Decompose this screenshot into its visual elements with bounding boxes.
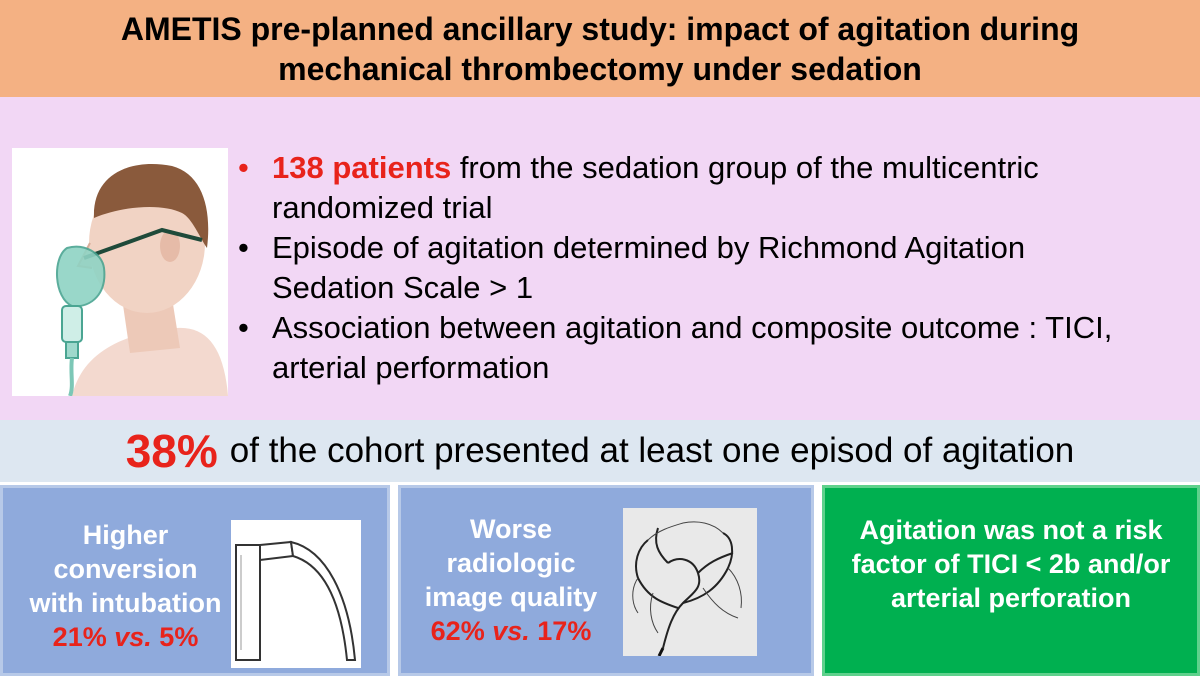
finding-risk-factor: Agitation was not a risk factor of TICI … xyxy=(822,485,1200,676)
headline-text: of the cohort presented at least one epi… xyxy=(229,431,1075,470)
agitation-definition-text: Episode of agitation determined by Richm… xyxy=(272,230,1026,305)
intubation-label: Higher conversion with intubation xyxy=(29,520,222,618)
bullet-agitation-definition: • Episode of agitation determined by Ric… xyxy=(236,228,1136,308)
cerebral-angiogram-icon xyxy=(623,508,757,657)
bullet-marker: • xyxy=(238,230,249,265)
intubation-stat-agitated: 21% xyxy=(52,622,107,652)
intubation-stat-control: 5% xyxy=(159,622,199,652)
study-bullets: • 138 patients from the sedation group o… xyxy=(236,148,1136,388)
laryngoscope-icon xyxy=(231,520,361,668)
bullet-patients: • 138 patients from the sedation group o… xyxy=(236,148,1136,228)
image-quality-stat: 62% vs. 17% xyxy=(411,614,611,648)
image-quality-vs: vs. xyxy=(492,616,530,646)
finding-intubation: Higher conversion with intubation 21% vs… xyxy=(0,485,390,676)
finding-image-quality: Worse radiologic image quality 62% vs. 1… xyxy=(398,485,814,676)
headline-stat: 38% of the cohort presented at least one… xyxy=(0,420,1200,482)
image-quality-stat-agitated: 62% xyxy=(430,616,485,646)
intubation-stat: 21% vs. 5% xyxy=(23,620,228,654)
page-title: AMETIS pre-planned ancillary study: impa… xyxy=(120,10,1080,87)
intubation-text: Higher conversion with intubation 21% vs… xyxy=(23,518,228,654)
intubation-vs: vs. xyxy=(114,622,152,652)
image-quality-stat-control: 17% xyxy=(537,616,592,646)
bullet-outcome: • Association between agitation and comp… xyxy=(236,308,1136,388)
image-quality-text: Worse radiologic image quality 62% vs. 1… xyxy=(411,512,611,648)
bullet-marker: • xyxy=(238,150,249,185)
patients-description: from the sedation group of the multicent… xyxy=(272,150,1039,225)
headline-percent: 38% xyxy=(125,425,218,477)
patient-oxygen-mask-icon xyxy=(12,148,228,397)
title-banner: AMETIS pre-planned ancillary study: impa… xyxy=(0,0,1200,97)
image-quality-label: Worse radiologic image quality xyxy=(424,514,598,612)
patients-count: 138 patients xyxy=(272,150,452,185)
outcome-text: Association between agitation and compos… xyxy=(272,310,1113,385)
bullet-marker: • xyxy=(238,310,249,345)
risk-factor-text: Agitation was not a risk factor of TICI … xyxy=(851,515,1171,613)
